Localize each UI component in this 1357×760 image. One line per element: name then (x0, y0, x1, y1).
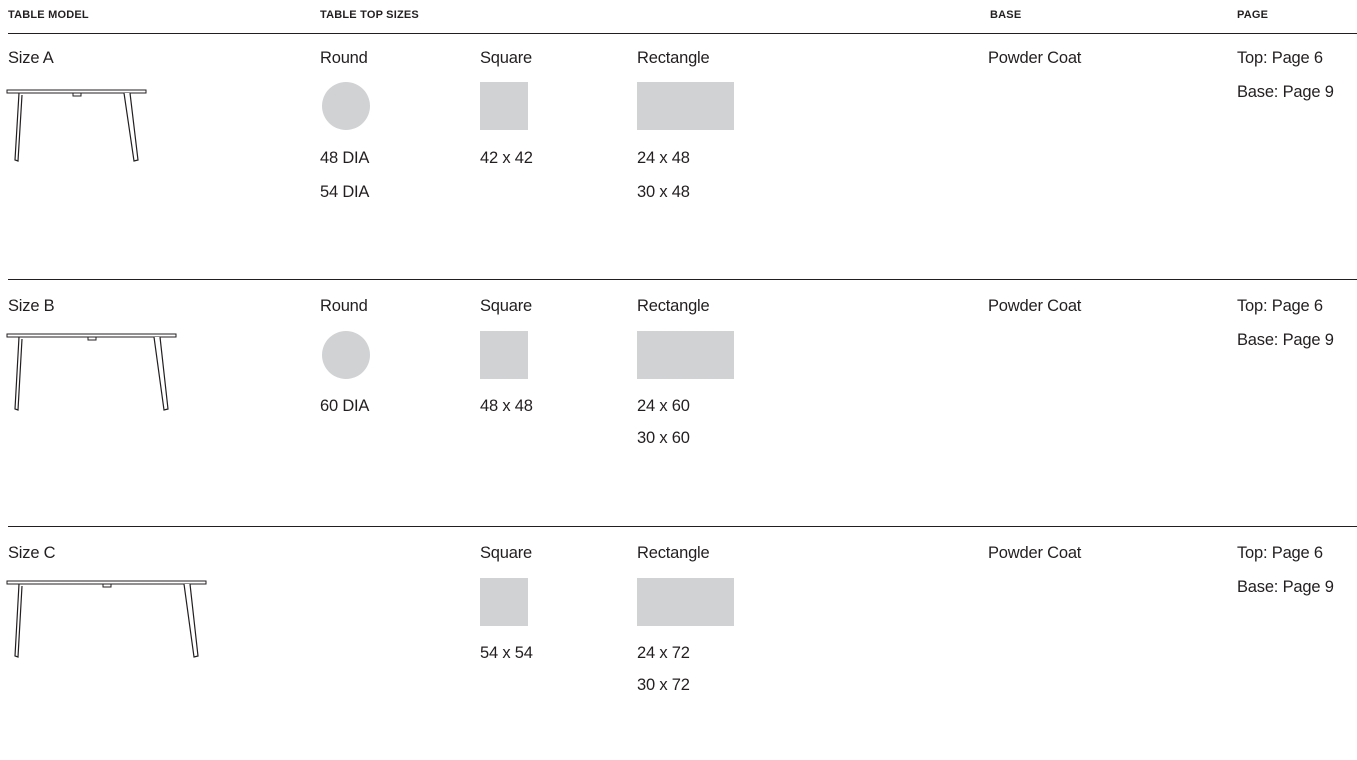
header-base: BASE (990, 9, 1022, 21)
rectangle-label: Rectangle (637, 297, 710, 315)
rectangle-size: 24 x 72 (637, 644, 690, 662)
table-row-size-b: Size B Round 60 DIA Square 48 x 48 Recta… (0, 283, 1357, 513)
header-table-model: TABLE MODEL (8, 9, 89, 21)
round-swatch (322, 82, 370, 130)
table-a-drawing (6, 89, 147, 162)
round-size: 48 DIA (320, 149, 370, 167)
rectangle-size: 30 x 60 (637, 429, 690, 447)
rectangle-size: 30 x 72 (637, 676, 690, 694)
model-name: Size C (8, 544, 56, 562)
base-finish: Powder Coat (988, 49, 1082, 67)
rectangle-label: Rectangle (637, 544, 710, 562)
table-row-size-c: Size C Square 54 x 54 Rectangle 24 x 72 … (0, 530, 1357, 760)
square-swatch (480, 578, 528, 626)
model-name: Size A (8, 49, 54, 67)
header-rule (8, 33, 1357, 34)
header-page: PAGE (1237, 9, 1269, 21)
square-swatch (480, 82, 528, 130)
base-finish: Powder Coat (988, 544, 1082, 562)
base-finish: Powder Coat (988, 297, 1082, 315)
round-size: 60 DIA (320, 397, 370, 415)
rectangle-size: 30 x 48 (637, 183, 690, 201)
model-name: Size B (8, 297, 55, 315)
table-b-drawing (6, 333, 177, 411)
square-swatch (480, 331, 528, 379)
square-label: Square (480, 544, 533, 562)
rectangle-swatch (637, 331, 734, 379)
rectangle-size: 24 x 48 (637, 149, 690, 167)
header-table-top-sizes: TABLE TOP SIZES (320, 9, 419, 21)
row-divider (8, 526, 1357, 527)
row-divider (8, 279, 1357, 280)
square-label: Square (480, 297, 533, 315)
round-swatch (322, 331, 370, 379)
round-label: Round (320, 297, 368, 315)
square-size: 48 x 48 (480, 397, 533, 415)
square-label: Square (480, 49, 533, 67)
page-base-ref: Base: Page 9 (1237, 578, 1334, 596)
square-size: 42 x 42 (480, 149, 533, 167)
rectangle-size: 24 x 60 (637, 397, 690, 415)
round-label: Round (320, 49, 368, 67)
page-top-ref: Top: Page 6 (1237, 49, 1323, 67)
page-top-ref: Top: Page 6 (1237, 544, 1323, 562)
rectangle-swatch (637, 578, 734, 626)
rectangle-label: Rectangle (637, 49, 710, 67)
table-c-drawing (6, 580, 207, 658)
round-size: 54 DIA (320, 183, 370, 201)
table-row-size-a: Size A Round 48 DIA 54 DIA Square 42 x 4… (0, 35, 1357, 265)
page-base-ref: Base: Page 9 (1237, 83, 1334, 101)
page-base-ref: Base: Page 9 (1237, 331, 1334, 349)
page-top-ref: Top: Page 6 (1237, 297, 1323, 315)
square-size: 54 x 54 (480, 644, 533, 662)
rectangle-swatch (637, 82, 734, 130)
